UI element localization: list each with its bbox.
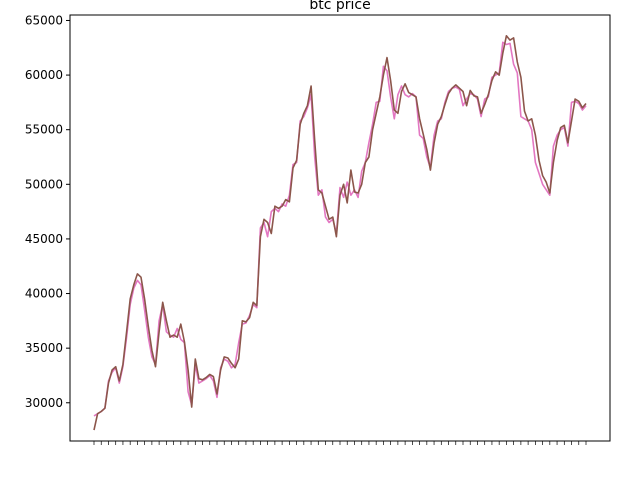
y-tick-label: 65000	[25, 13, 63, 27]
y-tick-label: 30000	[25, 396, 63, 410]
series-line-2	[93, 34, 587, 431]
y-tick-label: 45000	[25, 232, 63, 246]
plot-area	[93, 34, 587, 431]
y-tick-label: 60000	[25, 68, 63, 82]
series-line-1	[93, 41, 587, 417]
y-axis: 30000 35000 40000 45000 50000 55000 60000 65000	[25, 13, 70, 410]
chart-title: btc price	[309, 0, 370, 13]
plot-frame	[69, 14, 611, 442]
x-axis	[93, 441, 587, 445]
y-tick-label: 55000	[25, 123, 63, 137]
y-tick-label: 40000	[25, 287, 63, 301]
y-tick-label: 35000	[25, 341, 63, 355]
y-tick-label: 50000	[25, 177, 63, 191]
